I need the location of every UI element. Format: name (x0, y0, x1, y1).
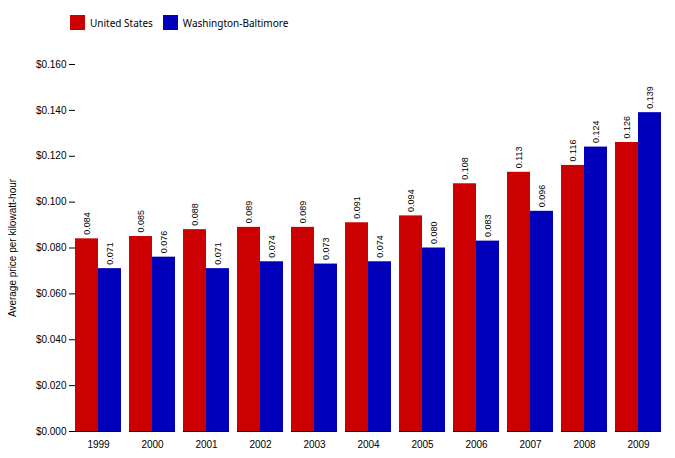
svg-text:2009: 2009 (627, 439, 650, 450)
svg-text:0.085: 0.085 (136, 210, 146, 233)
svg-text:0.089: 0.089 (298, 201, 308, 224)
svg-text:1999: 1999 (87, 439, 110, 450)
svg-text:0.139: 0.139 (645, 86, 655, 109)
svg-text:0.116: 0.116 (568, 140, 578, 162)
svg-text:0.126: 0.126 (622, 116, 632, 139)
svg-text:0.083: 0.083 (483, 215, 493, 238)
svg-text:2006: 2006 (465, 439, 488, 450)
svg-text:$0.140: $0.140 (36, 105, 67, 116)
svg-text:$0.000: $0.000 (36, 426, 67, 437)
svg-text:$0.100: $0.100 (36, 196, 67, 207)
svg-text:0.096: 0.096 (537, 185, 547, 208)
svg-text:Average price per kilowatt-hou: Average price per kilowatt-hour (7, 178, 18, 317)
svg-text:0.084: 0.084 (82, 212, 92, 235)
svg-text:2008: 2008 (573, 439, 596, 450)
svg-text:$0.120: $0.120 (36, 150, 67, 161)
svg-text:0.113: 0.113 (514, 146, 524, 168)
svg-text:0.091: 0.091 (352, 196, 362, 219)
svg-text:2003: 2003 (303, 439, 326, 450)
svg-text:0.074: 0.074 (375, 235, 385, 258)
svg-text:0.071: 0.071 (105, 242, 115, 265)
svg-text:0.076: 0.076 (159, 231, 169, 254)
svg-text:0.089: 0.089 (244, 201, 254, 224)
svg-text:2004: 2004 (357, 439, 380, 450)
svg-text:0.094: 0.094 (406, 189, 416, 212)
svg-text:$0.020: $0.020 (36, 380, 67, 391)
svg-text:0.073: 0.073 (321, 238, 331, 261)
html-text:Washington-Baltimore: Washington-Baltimore (182, 15, 289, 30)
html-text:United States: United States (90, 15, 153, 30)
svg-text:2001: 2001 (195, 439, 218, 450)
svg-text:2002: 2002 (249, 439, 272, 450)
svg-text:$0.080: $0.080 (36, 242, 67, 253)
svg-text:0.080: 0.080 (429, 221, 439, 244)
svg-text:2007: 2007 (519, 439, 542, 450)
svg-text:0.074: 0.074 (267, 235, 277, 258)
svg-text:2000: 2000 (141, 439, 164, 450)
svg-text:0.088: 0.088 (190, 203, 200, 226)
svg-text:0.071: 0.071 (213, 242, 223, 265)
svg-text:$0.040: $0.040 (36, 334, 67, 345)
svg-text:$0.160: $0.160 (36, 59, 67, 70)
svg-text:0.124: 0.124 (591, 121, 601, 144)
svg-text:$0.060: $0.060 (36, 288, 67, 299)
svg-text:0.108: 0.108 (460, 157, 470, 180)
svg-text:2005: 2005 (411, 439, 434, 450)
